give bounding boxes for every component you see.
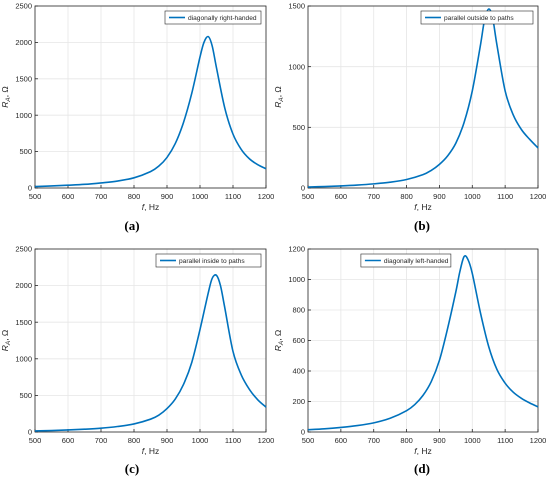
legend: diagonally right-handed	[164, 10, 262, 25]
x-tick-label: 1200	[258, 192, 275, 201]
legend-label: parallel inside to paths	[179, 258, 245, 265]
series-line	[307, 8, 539, 188]
y-tick-label: 1500	[15, 74, 32, 83]
legend-box	[360, 253, 452, 268]
y-tick-label: 2000	[15, 38, 32, 47]
y-tick-label: 1500	[15, 318, 32, 327]
chart-panel-2: 500 600 700 800 900 1000 1100 1200050010001500f…	[273, 2, 546, 212]
x-tick-label: 800	[128, 192, 141, 201]
legend-label: parallel outside to paths	[444, 15, 514, 22]
x-tick-label: 1100	[497, 192, 513, 201]
y-tick-label: 500	[19, 391, 32, 400]
y-tick-label: 600	[292, 336, 305, 345]
y-tick-label: 1500	[288, 2, 305, 11]
x-tick-label: 1200	[258, 436, 275, 445]
caption-b-label: (b)	[414, 218, 430, 233]
x-tick-label: 600	[62, 192, 75, 201]
x-axis-label: f, Hz	[414, 446, 432, 456]
x-tick-label: 900	[161, 192, 174, 201]
legend: parallel inside to paths	[155, 253, 262, 268]
x-tick-label: 500	[29, 192, 42, 201]
x-tick-label: 1100	[225, 436, 241, 445]
y-tick-label: 0	[28, 428, 32, 437]
plot-area	[35, 249, 266, 432]
axes-box	[34, 248, 267, 433]
plot-area	[308, 6, 538, 188]
legend: parallel outside to paths	[420, 10, 534, 25]
x-tick-label: 1000	[192, 192, 209, 201]
y-tick-label: 2500	[15, 245, 32, 254]
x-tick-label: 1200	[530, 436, 547, 445]
y-axis-label: RA, Ω	[273, 330, 285, 352]
series-line	[34, 35, 267, 188]
x-tick-label: 800	[400, 192, 413, 201]
x-tick-label: 800	[128, 436, 141, 445]
chart-panel-3: 500 600 700 800 900 1000 1100 12000500100015002…	[0, 245, 274, 456]
x-tick-label: 700	[95, 192, 108, 201]
caption-d-label: (d)	[414, 461, 430, 476]
x-tick-label: 700	[367, 192, 380, 201]
x-tick-label: 1200	[530, 192, 547, 201]
y-tick-label: 0	[301, 184, 305, 193]
x-tick-label: 1100	[225, 192, 241, 201]
caption-a-label: (a)	[124, 218, 140, 233]
x-tick-label: 500	[302, 192, 315, 201]
y-axis-label: RA, Ω	[0, 86, 12, 108]
x-axis-label: f, Hz	[142, 202, 160, 212]
series-line	[34, 274, 267, 432]
y-tick-label: 400	[292, 367, 305, 376]
plot-area	[35, 6, 266, 188]
x-tick-label: 700	[367, 436, 380, 445]
x-tick-label: 600	[335, 192, 348, 201]
y-tick-label: 1000	[15, 111, 32, 120]
y-tick-label: 1000	[15, 354, 32, 363]
series-line	[307, 255, 539, 431]
y-tick-label: 1000	[288, 62, 305, 71]
x-tick-label: 600	[335, 436, 348, 445]
y-tick-label: 1000	[288, 275, 305, 284]
y-axis-label: RA, Ω	[0, 330, 12, 352]
caption-c: (c)	[122, 461, 142, 477]
legend: diagonally left-handed	[360, 253, 452, 268]
x-axis-label: f, Hz	[142, 446, 160, 456]
y-tick-label: 1200	[288, 245, 305, 254]
x-tick-label: 1000	[192, 436, 209, 445]
legend-box	[420, 10, 534, 25]
legend-box	[164, 10, 262, 25]
caption-d: (d)	[412, 461, 432, 477]
y-tick-label: 2500	[15, 2, 32, 11]
legend-box	[155, 253, 262, 268]
y-axis-label: RA, Ω	[273, 86, 285, 108]
y-tick-label: 200	[292, 397, 305, 406]
y-tick-label: 500	[292, 123, 305, 132]
y-tick-label: 2000	[15, 281, 32, 290]
x-tick-label: 900	[433, 192, 446, 201]
x-tick-label: 500	[29, 436, 42, 445]
x-tick-label: 800	[400, 436, 413, 445]
chart-panel-4: 500 600 700 800 900 1000 1100 1200 0 200 400 600 800…	[273, 245, 546, 456]
x-tick-label: 500	[302, 436, 315, 445]
chart-panel-1: 500 600 700 800 900 1000 1100 12000500100015002…	[0, 2, 274, 212]
x-tick-label: 900	[433, 436, 446, 445]
legend-label: diagonally left-handed	[384, 258, 449, 265]
y-tick-label: 500	[19, 147, 32, 156]
x-tick-label: 700	[95, 436, 108, 445]
caption-c-label: (c)	[124, 461, 140, 476]
y-tick-label: 800	[292, 306, 305, 315]
caption-b: (b)	[412, 218, 432, 234]
x-axis-label: f, Hz	[414, 202, 432, 212]
x-tick-label: 1000	[464, 436, 481, 445]
y-tick-label: 0	[301, 428, 305, 437]
x-tick-label: 1100	[497, 436, 513, 445]
x-tick-label: 900	[161, 436, 174, 445]
x-tick-label: 600	[62, 436, 75, 445]
y-tick-label: 0	[28, 184, 32, 193]
legend-label: diagonally right-handed	[188, 15, 257, 22]
caption-a: (a)	[122, 218, 142, 234]
axes-box	[307, 5, 539, 189]
axes-box	[34, 5, 267, 189]
x-tick-label: 1000	[464, 192, 481, 201]
